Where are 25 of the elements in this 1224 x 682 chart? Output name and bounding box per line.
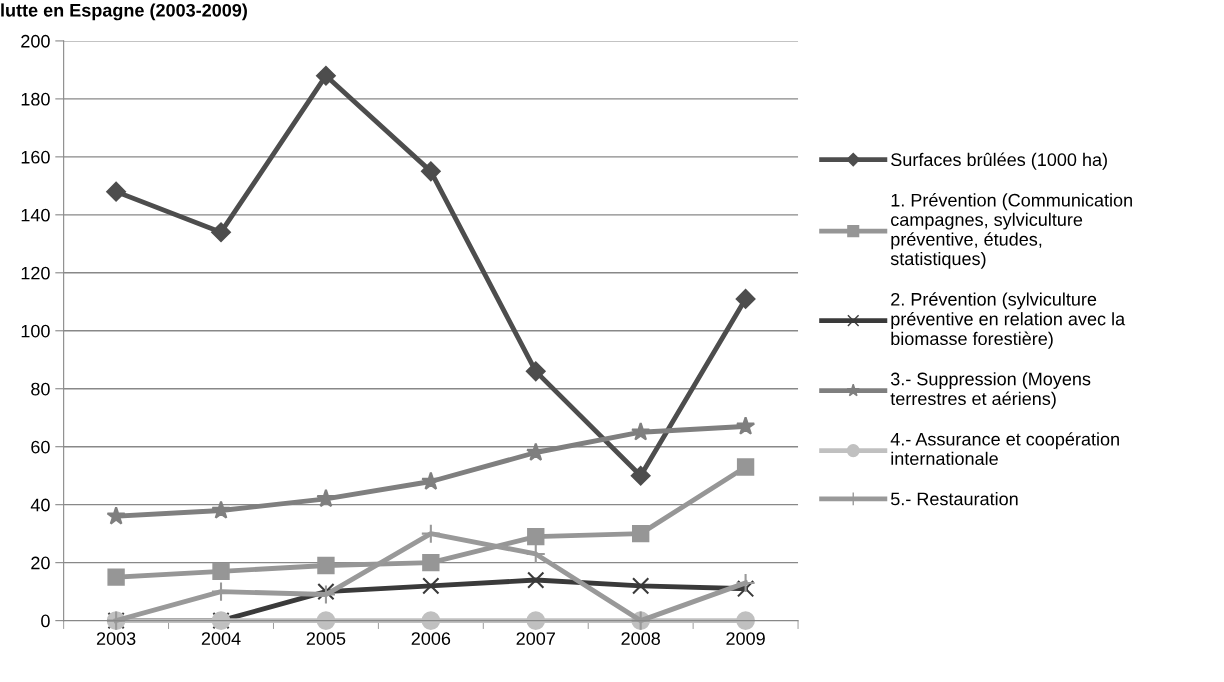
y-tick-label: 120 — [21, 266, 50, 280]
y-tick-label: 0 — [41, 614, 50, 628]
y-tick-label: 20 — [31, 556, 50, 570]
legend-label: 4.- Assurance et coopération internationale — [890, 432, 1119, 466]
y-tick-label: 200 — [21, 34, 50, 48]
legend-label: 5.- Restauration — [890, 492, 1018, 506]
chart-title: lutte en Espagne (2003-2009) — [1, 3, 247, 21]
x-tick-label: 2004 — [201, 632, 241, 645]
y-tick-label: 40 — [30, 498, 50, 512]
legend-label: Surfaces brûlées (1000 ha) — [891, 152, 1107, 170]
x-tick-label: 2006 — [411, 632, 451, 645]
legend-label: 2. Prévention (sylviculture préventive en relation avec la biomasse forestière) — [891, 292, 1126, 349]
x-tick-label: 2009 — [726, 632, 765, 645]
legend-label: 3.- Suppression (Moyens terrestres et aériens) — [890, 372, 1091, 409]
x-tick-label: 2008 — [621, 632, 660, 645]
y-tick-label: 80 — [31, 382, 50, 396]
x-tick-label: 2007 — [516, 632, 555, 645]
legend-label: 1. Prévention (Communication campagnes, sylviculture préventive, études, statistiques) — [890, 193, 1132, 269]
y-tick-label: 100 — [21, 324, 50, 338]
y-tick-label: 180 — [21, 92, 50, 106]
y-tick-label: 160 — [21, 150, 50, 164]
x-tick-label: 2005 — [306, 632, 346, 645]
y-tick-label: 140 — [21, 208, 50, 222]
y-tick-label: 60 — [31, 440, 50, 454]
x-tick-label: 2003 — [96, 632, 136, 645]
